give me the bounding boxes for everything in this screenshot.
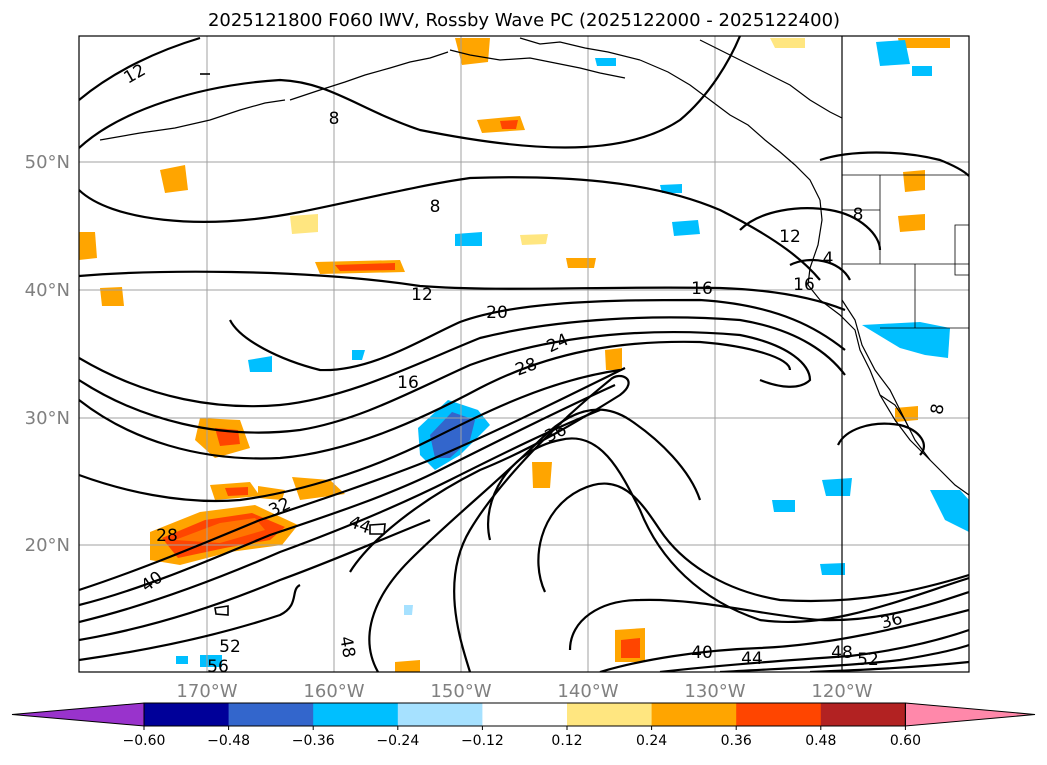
contour-label: 44: [741, 649, 763, 669]
contour-label: 8: [853, 205, 864, 225]
contour-label: 12: [411, 285, 433, 305]
colorbar-ticks: −0.60 −0.48 −0.36 −0.24 −0.12 0.12 0.24 0.36 0.4…: [123, 726, 921, 749]
lon-label: 130°W: [684, 681, 745, 702]
contour-label: 40: [691, 643, 713, 663]
colorbar-bin: [228, 703, 314, 726]
contour-label: 12: [779, 227, 801, 247]
longitude-labels: 170°W 160°W 150°W 140°W 130°W 120°W: [176, 681, 872, 702]
colorbar-tick-label: 0.60: [890, 733, 921, 749]
colorbar-bin: [567, 703, 653, 726]
contour-label: 52: [219, 637, 241, 657]
contour-label: 8: [329, 109, 340, 129]
colorbar-tick-label: 0.48: [805, 733, 836, 749]
contour-label: 56: [207, 657, 229, 677]
colorbar-bin: [313, 703, 399, 726]
map-frame: [78, 35, 970, 673]
colorbar-frame: [143, 702, 906, 727]
colorbar-tick-label: −0.60: [123, 733, 166, 749]
map-panel: 12 8 8 12 16 20 24 28 16 36 32 28 44 40 …: [79, 36, 969, 677]
lon-label: 170°W: [176, 681, 237, 702]
colorbar-tick-label: −0.12: [461, 733, 504, 749]
colorbar-tick-label: 0.36: [721, 733, 752, 749]
colorbar-extend-high: [904, 702, 1036, 727]
contour-label: 4: [823, 249, 834, 269]
lon-label: 160°W: [303, 681, 364, 702]
colorbar-tick-label: −0.24: [376, 733, 419, 749]
lat-label: 20°N: [25, 535, 70, 556]
colorbar-bin: [144, 703, 230, 726]
contour-blobs: [200, 73, 386, 616]
contour-label: 48: [335, 635, 358, 660]
colorbar-bin: [482, 703, 568, 726]
contour-label: 28: [156, 526, 178, 546]
contour-label: 16: [691, 279, 713, 299]
iwv-contours: [79, 36, 969, 672]
latitude-labels: 50°N 40°N 30°N 20°N: [25, 152, 70, 556]
lat-label: 40°N: [25, 280, 70, 301]
contour-label: 16: [793, 275, 815, 295]
colorbar-tick-label: 0.12: [551, 733, 582, 749]
map-title: 2025121800 F060 IWV, Rossby Wave PC (202…: [208, 10, 840, 31]
lon-label: 140°W: [557, 681, 618, 702]
contour-label: 20: [486, 303, 508, 323]
colorbar-tick-label: −0.36: [292, 733, 335, 749]
contour-label: 16: [397, 373, 419, 393]
colorbar-bin: [397, 703, 483, 726]
lon-label: 120°W: [811, 681, 872, 702]
lon-label: 150°W: [430, 681, 491, 702]
lat-label: 30°N: [25, 408, 70, 429]
contour-label: 8: [927, 402, 949, 416]
contour-label: 48: [831, 643, 853, 663]
colorbar-tick-label: 0.24: [636, 733, 667, 749]
colorbar: [11, 702, 1036, 727]
contour-label: 8: [430, 197, 441, 217]
colorbar-extend-low: [11, 702, 145, 727]
colorbar-bin: [651, 703, 737, 726]
colorbar-bin: [820, 703, 906, 726]
colorbar-bin: [736, 703, 822, 726]
colorbar-tick-label: −0.48: [207, 733, 250, 749]
contour-label: 52: [857, 650, 879, 670]
lat-label: 50°N: [25, 152, 70, 173]
